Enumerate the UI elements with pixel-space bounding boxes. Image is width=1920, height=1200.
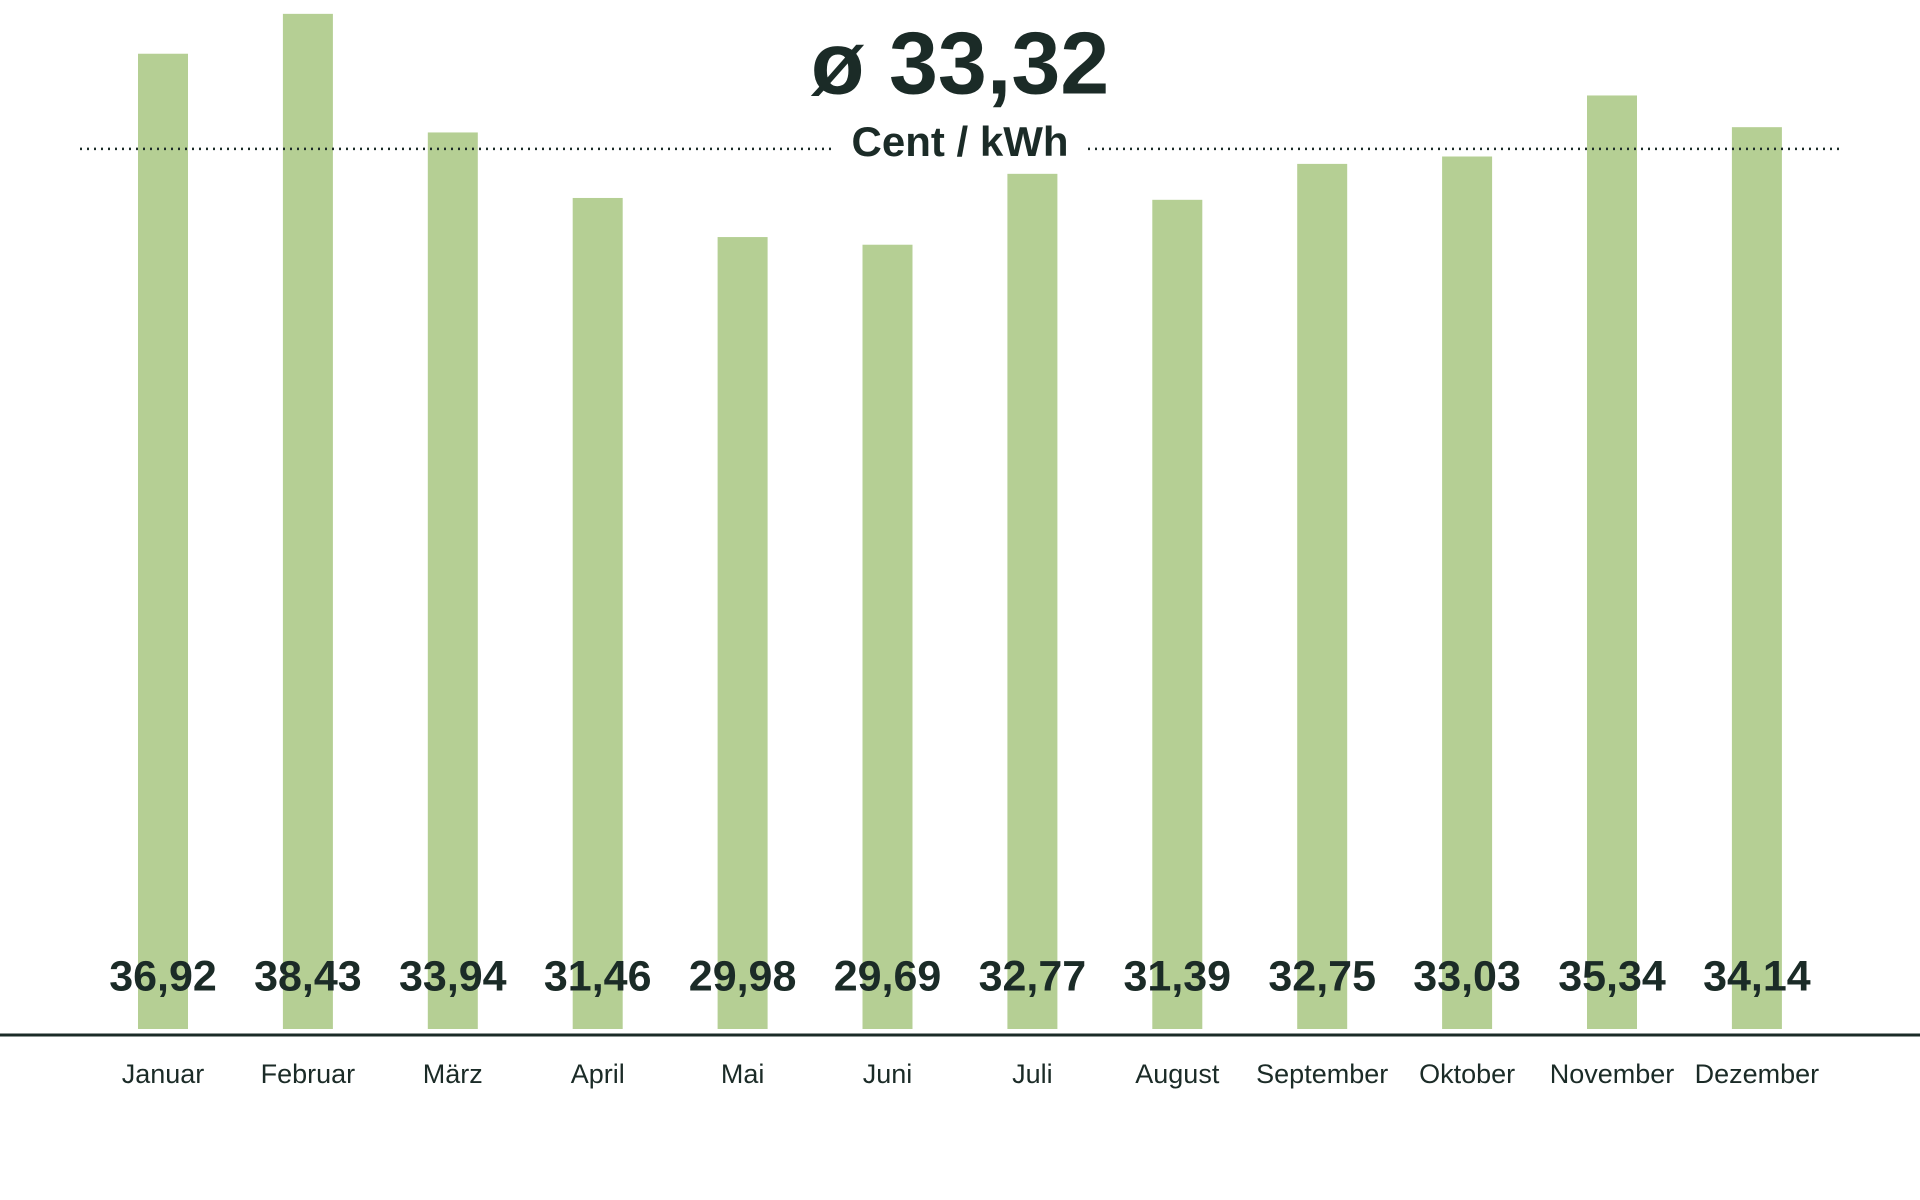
x-tick-label: November: [1550, 1059, 1675, 1089]
x-tick-label: Dezember: [1695, 1059, 1820, 1089]
x-tick-label: Januar: [122, 1059, 205, 1089]
bar: [427, 132, 478, 1029]
value-label: 38,43: [254, 952, 362, 1000]
bar: [138, 53, 188, 1029]
average-label-bg: [835, 123, 1085, 174]
bar: [862, 244, 913, 1029]
bar: [1731, 127, 1782, 1030]
bar: [1587, 95, 1637, 1029]
x-tick-label: Juni: [863, 1059, 913, 1089]
value-label: 29,69: [834, 952, 942, 1000]
x-tick-label: September: [1256, 1059, 1388, 1089]
value-label: 36,92: [109, 952, 217, 1000]
bar: [572, 197, 623, 1030]
x-tick-label: März: [423, 1059, 483, 1089]
x-tick-label: August: [1135, 1059, 1220, 1089]
bar: [1152, 199, 1203, 1029]
labels: 36,92 Januar 38,43 Februar 33,94 März 31,46 Apr…: [109, 952, 1819, 1089]
x-tick-label: April: [571, 1059, 625, 1089]
value-label: 33,94: [399, 952, 507, 1000]
bar: [717, 237, 768, 1029]
value-label: 31,46: [544, 952, 652, 1000]
value-label: 31,39: [1123, 952, 1231, 1000]
value-label: 34,14: [1703, 952, 1811, 1000]
bar: [1007, 163, 1058, 1029]
value-label: 29,98: [689, 952, 797, 1000]
value-label: 33,03: [1413, 952, 1521, 1000]
average-unit: Cent / kWh: [852, 118, 1069, 165]
average-value: ø 33,32: [811, 13, 1109, 112]
value-label: 35,34: [1558, 952, 1666, 1000]
bars: [138, 13, 1782, 1030]
bar: [1297, 163, 1348, 1029]
x-tick-label: Mai: [721, 1059, 765, 1089]
value-label: 32,77: [979, 952, 1087, 1000]
x-tick-label: Februar: [261, 1059, 356, 1089]
x-tick-label: Oktober: [1419, 1059, 1515, 1089]
bar: [1442, 156, 1493, 1030]
bar: [282, 13, 333, 1029]
value-label: 32,75: [1268, 952, 1376, 1000]
x-tick-label: Juli: [1012, 1059, 1053, 1089]
